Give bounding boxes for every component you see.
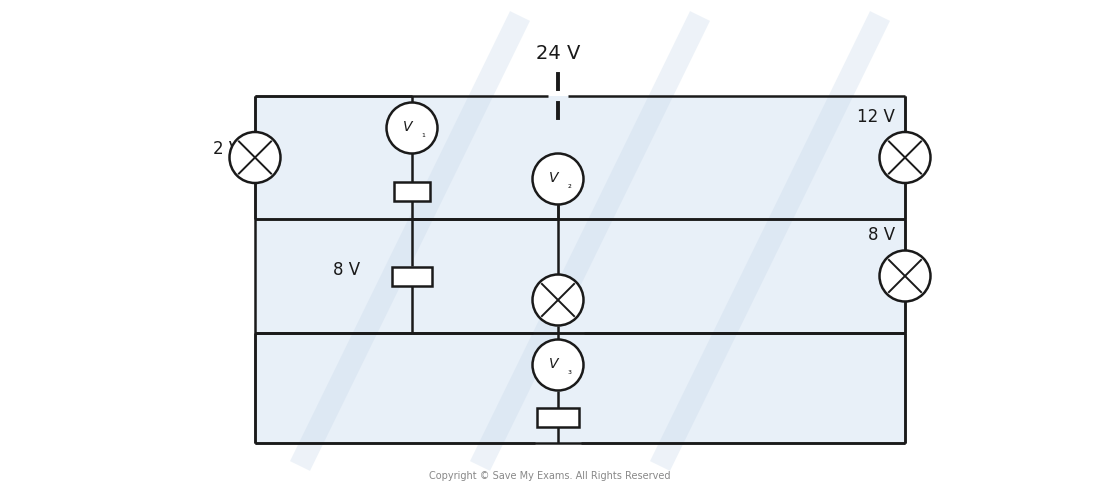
Text: ₃: ₃ [568, 366, 572, 377]
Text: 2 V: 2 V [212, 140, 240, 159]
Bar [255, 96, 905, 443]
Circle shape [880, 250, 931, 301]
Text: ₂: ₂ [568, 181, 571, 191]
Text: ₁: ₁ [421, 130, 426, 139]
Circle shape [532, 339, 583, 390]
Bar [394, 182, 430, 200]
Text: Copyright © Save My Exams. All Rights Reserved: Copyright © Save My Exams. All Rights Re… [429, 471, 671, 481]
Text: V: V [403, 120, 412, 134]
Bar [537, 408, 579, 427]
Text: 24 V: 24 V [536, 44, 580, 63]
Circle shape [880, 132, 931, 183]
Circle shape [532, 154, 583, 204]
Text: 12 V: 12 V [857, 108, 895, 126]
Text: 8 V: 8 V [868, 226, 895, 244]
Circle shape [230, 132, 280, 183]
Text: 8 V: 8 V [333, 261, 360, 279]
Circle shape [532, 274, 583, 326]
Circle shape [386, 103, 438, 154]
Text: V: V [549, 357, 558, 371]
Bar [392, 267, 432, 285]
Text: V: V [549, 171, 558, 185]
